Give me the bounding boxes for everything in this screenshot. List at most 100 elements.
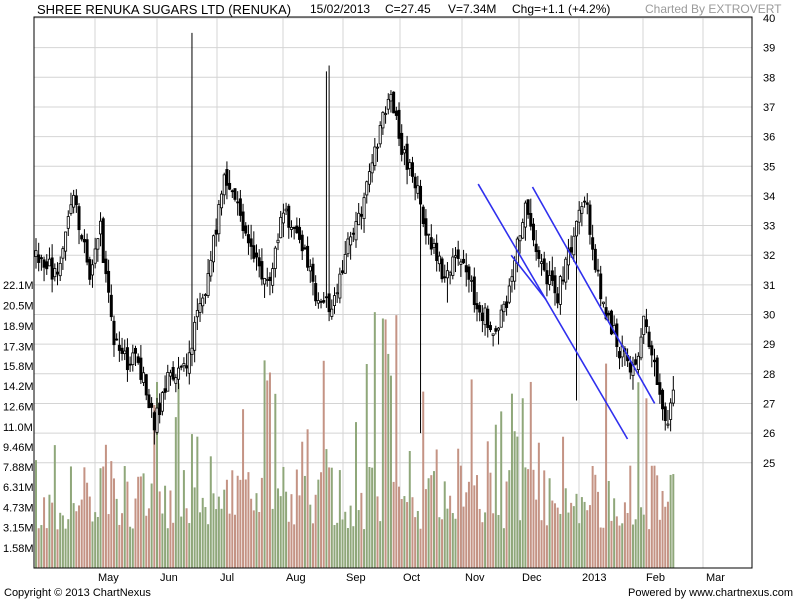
- volume-bar: [322, 360, 325, 568]
- price-candle: [144, 374, 148, 396]
- volume-bar: [260, 477, 263, 568]
- volume-bar: [508, 470, 511, 568]
- price-candle: [289, 226, 293, 230]
- change-readout: Chg=+1.1 (+4.2%): [512, 2, 611, 16]
- price-candle: [413, 176, 417, 189]
- trend-line: [477, 183, 629, 440]
- volume-bar: [169, 490, 172, 568]
- price-candle: [225, 169, 229, 186]
- price-candle: [314, 283, 318, 302]
- volume-bar: [570, 502, 573, 568]
- volume-bar: [427, 478, 430, 568]
- price-candle: [306, 245, 310, 268]
- volume-bar: [572, 506, 575, 568]
- powered-by-link[interactable]: Powered by www.chartnexus.com: [628, 587, 794, 599]
- volume-bar: [640, 507, 643, 568]
- volume-bar: [634, 519, 637, 568]
- price-candle: [365, 181, 369, 196]
- price-candle: [45, 261, 49, 270]
- price-tick-label: 30: [763, 310, 775, 322]
- price-candle: [669, 402, 673, 420]
- volume-bar: [285, 491, 288, 568]
- volume-bar: [317, 479, 320, 568]
- price-candle: [443, 276, 447, 279]
- price-candle: [109, 294, 113, 318]
- volume-bar: [88, 496, 91, 568]
- volume-bar: [156, 382, 159, 568]
- price-candle: [182, 363, 186, 367]
- price-candle: [211, 235, 215, 263]
- price-candle: [115, 338, 119, 341]
- price-candle: [564, 258, 568, 283]
- volume-bar: [669, 474, 672, 568]
- volume-tick-label: 12.6M: [3, 402, 34, 414]
- volume-bar: [658, 519, 661, 568]
- price-candle: [268, 276, 272, 281]
- volume-bar: [252, 510, 255, 568]
- volume-bar: [443, 481, 446, 568]
- price-candle: [335, 292, 339, 295]
- volume-bar: [363, 529, 366, 568]
- price-candle: [308, 266, 312, 272]
- volume-bar: [357, 510, 360, 568]
- volume-bar: [476, 475, 479, 568]
- price-candle: [545, 270, 549, 285]
- price-candle: [133, 347, 137, 354]
- volume-bar: [656, 475, 659, 568]
- volume-bar: [650, 465, 653, 568]
- volume-bar: [653, 465, 656, 568]
- volume-tick-label: 6.31M: [3, 482, 34, 494]
- volume-bar: [438, 517, 441, 568]
- price-candle: [166, 372, 170, 392]
- volume-bar: [309, 504, 312, 568]
- price-candle: [327, 293, 331, 313]
- volume-bar: [623, 502, 626, 568]
- price-tick-label: 38: [763, 72, 775, 84]
- copyright-notice: Copyright © 2013 ChartNexus: [4, 587, 151, 599]
- volume-bar: [69, 466, 72, 568]
- volume-bar: [150, 483, 153, 568]
- price-candle: [486, 308, 490, 328]
- price-tick-label: 32: [763, 250, 775, 262]
- price-tick-label: 27: [763, 398, 775, 410]
- price-candle: [453, 255, 457, 258]
- price-candle: [88, 259, 92, 280]
- volume-bar: [481, 522, 484, 568]
- volume-bar: [398, 486, 401, 568]
- trend-line: [531, 186, 656, 404]
- volume-bar: [303, 475, 306, 568]
- volume-bar: [330, 467, 333, 568]
- volume-bar: [72, 503, 75, 568]
- volume-bar: [505, 481, 508, 568]
- price-candle: [222, 174, 226, 196]
- volume-bar: [597, 491, 600, 568]
- price-candle: [478, 305, 482, 313]
- month-tick-label: Sep: [346, 572, 366, 584]
- price-candle: [663, 406, 667, 421]
- price-candle: [445, 270, 449, 279]
- volume-bar: [545, 525, 548, 568]
- volume-bar: [59, 512, 62, 568]
- price-candle: [400, 132, 404, 155]
- price-tick-label: 36: [763, 132, 775, 144]
- volume-tick-label: 7.88M: [3, 462, 34, 474]
- volume-bar: [586, 510, 589, 568]
- volume-tick-label: 18.9M: [3, 321, 34, 333]
- volume-bar: [432, 471, 435, 568]
- volume-bar: [621, 523, 624, 568]
- price-candle: [123, 350, 127, 355]
- volume-bar: [268, 372, 271, 568]
- volume-bar: [338, 470, 341, 568]
- volume-bar: [231, 470, 234, 568]
- price-candle: [64, 231, 68, 252]
- volume-bar: [529, 381, 532, 568]
- volume-bar: [204, 507, 207, 568]
- volume-bar: [48, 494, 51, 568]
- price-tick-label: 39: [763, 43, 775, 55]
- price-candle: [179, 365, 183, 368]
- month-tick-label: 2013: [582, 572, 606, 584]
- volume-bar: [110, 461, 113, 568]
- volume-bar: [86, 482, 89, 568]
- price-tick-label: 29: [763, 339, 775, 351]
- volume-bar: [631, 524, 634, 568]
